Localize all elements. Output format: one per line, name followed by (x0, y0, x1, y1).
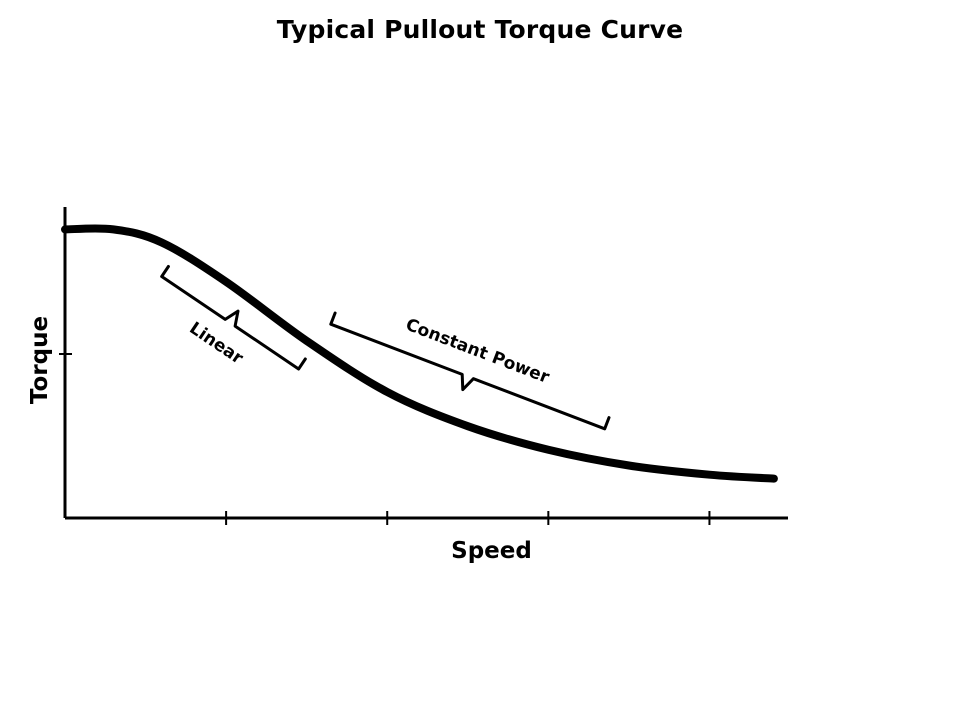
linear-region-label: Linear (186, 318, 248, 369)
annotations-group: Linear Constant Power (160, 265, 611, 431)
constant-power-region-label: Constant Power (403, 315, 553, 388)
torque-curve-line (61, 224, 778, 483)
ticks-group (59, 353, 711, 525)
series-group (61, 224, 778, 483)
y-axis-label: Torque (27, 316, 53, 404)
linear-region-brace (160, 265, 307, 371)
chart-title: Typical Pullout Torque Curve (276, 15, 684, 44)
x-axis-label: Speed (451, 538, 532, 564)
axes-group (63, 207, 788, 520)
constant-power-region-brace (329, 311, 611, 431)
